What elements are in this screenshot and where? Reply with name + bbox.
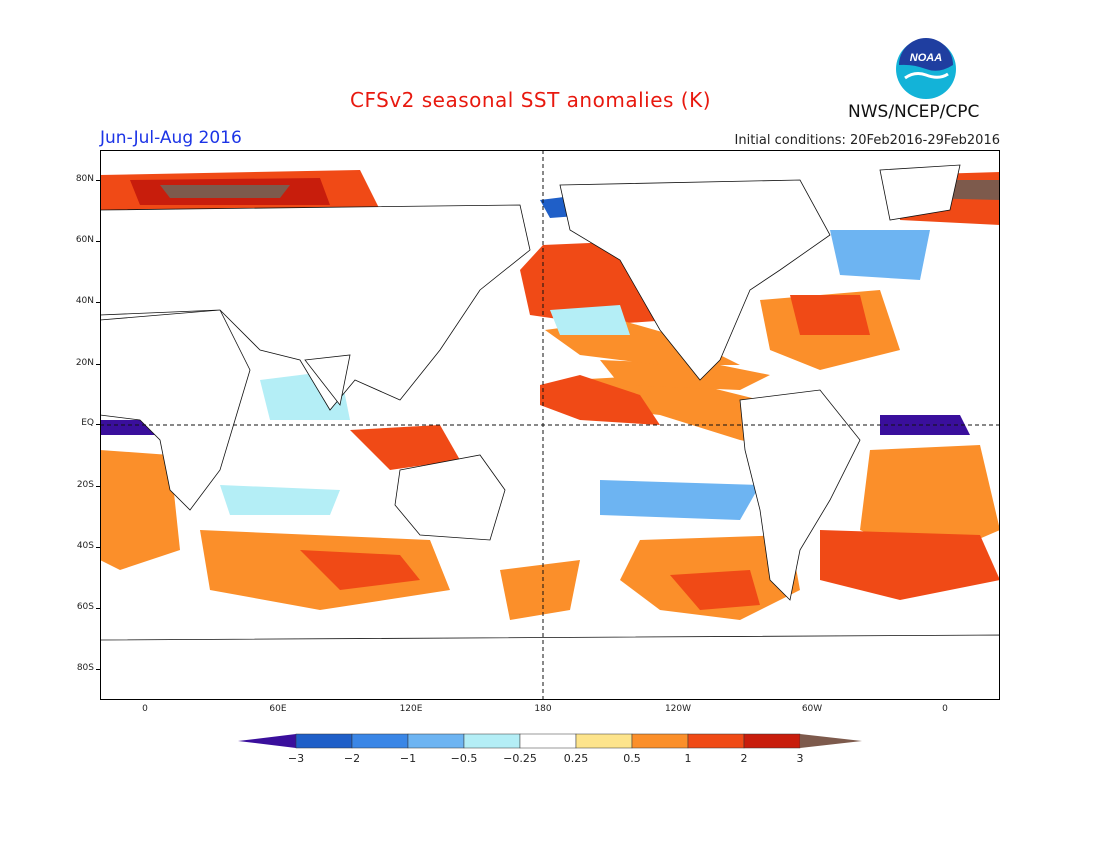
south-indian-strong (300, 550, 420, 590)
south-pacific-strong (670, 570, 760, 610)
colorbar (238, 733, 862, 749)
colorbar-segment (743, 733, 801, 749)
lat-tick (96, 424, 100, 425)
lon-label: 120W (664, 704, 692, 714)
colorbar-label: 3 (796, 752, 804, 765)
lat-tick (96, 547, 100, 548)
central-pacific-warm (540, 375, 660, 425)
colorbar-arrow-low (238, 734, 296, 748)
noaa-logo: NOAA (896, 38, 956, 99)
lat-label: 80S (76, 663, 94, 673)
logo-text: NOAA (910, 52, 942, 64)
south-atlantic-strong (820, 530, 1000, 600)
tropical-pacific-warm (600, 360, 770, 390)
colorbar-label: −3 (287, 752, 305, 765)
north-pacific-cool (550, 305, 630, 335)
south-pacific-cool (600, 480, 760, 520)
colorbar-label: −0.5 (450, 752, 478, 765)
colorbar-arrow-high (800, 734, 862, 748)
lat-tick (96, 180, 100, 181)
lat-tick (96, 364, 100, 365)
colorbar-segment (575, 733, 633, 749)
colorbar-label: −2 (343, 752, 361, 765)
lat-label: 80N (75, 174, 94, 184)
north-atlantic-strong (790, 295, 870, 335)
colorbar-segment (295, 733, 353, 749)
colorbar-segment (519, 733, 577, 749)
lat-label: 20N (75, 358, 94, 368)
lat-tick (96, 302, 100, 303)
colorbar-segment (631, 733, 689, 749)
map-title: CFSv2 seasonal SST anomalies (K) (350, 88, 711, 112)
sst-anomaly-map (100, 150, 1000, 700)
colorbar-label: 0.25 (563, 752, 589, 765)
nw-atlantic-cool (830, 230, 930, 280)
initial-conditions: Initial conditions: 20Feb2016-29Feb2016 (734, 133, 1000, 148)
lon-label: 120E (399, 704, 423, 714)
lon-label: 0 (942, 704, 948, 714)
landmasses (100, 164, 1000, 700)
lon-label: 0 (142, 704, 148, 714)
lat-tick (96, 241, 100, 242)
arctic-extreme-west (160, 185, 290, 198)
gulf-guinea-cold-east (880, 415, 970, 435)
colorbar-segment (463, 733, 521, 749)
lat-tick (96, 608, 100, 609)
colorbar-label: 2 (740, 752, 748, 765)
lat-tick (96, 486, 100, 487)
forecast-period: Jun-Jul-Aug 2016 (100, 128, 242, 148)
lon-label: 60W (801, 704, 823, 714)
colorbar-segment (351, 733, 409, 749)
colorbar-label: 1 (684, 752, 692, 765)
south-atlantic-east-warm (100, 450, 180, 570)
lat-tick (96, 669, 100, 670)
south-atlantic-warm (860, 445, 1000, 560)
colorbar-label: 0.5 (623, 752, 641, 765)
lat-label: 60S (76, 602, 94, 612)
maritime-continent-warm (350, 425, 460, 470)
colorbar-label: −1 (399, 752, 417, 765)
south-indian-cool (220, 485, 340, 515)
lat-label: 40N (75, 296, 94, 306)
lat-label: EQ (81, 418, 94, 428)
agency-label: NWS/NCEP/CPC (848, 102, 980, 122)
lat-label: 60N (75, 235, 94, 245)
tasman-warm (500, 560, 580, 620)
lat-label: 40S (76, 541, 94, 551)
lat-label: 20S (76, 480, 94, 490)
lon-label: 60E (269, 704, 287, 714)
colorbar-segment (687, 733, 745, 749)
colorbar-label: −0.25 (503, 752, 537, 765)
colorbar-segment (407, 733, 465, 749)
lon-label: 180 (534, 704, 552, 714)
